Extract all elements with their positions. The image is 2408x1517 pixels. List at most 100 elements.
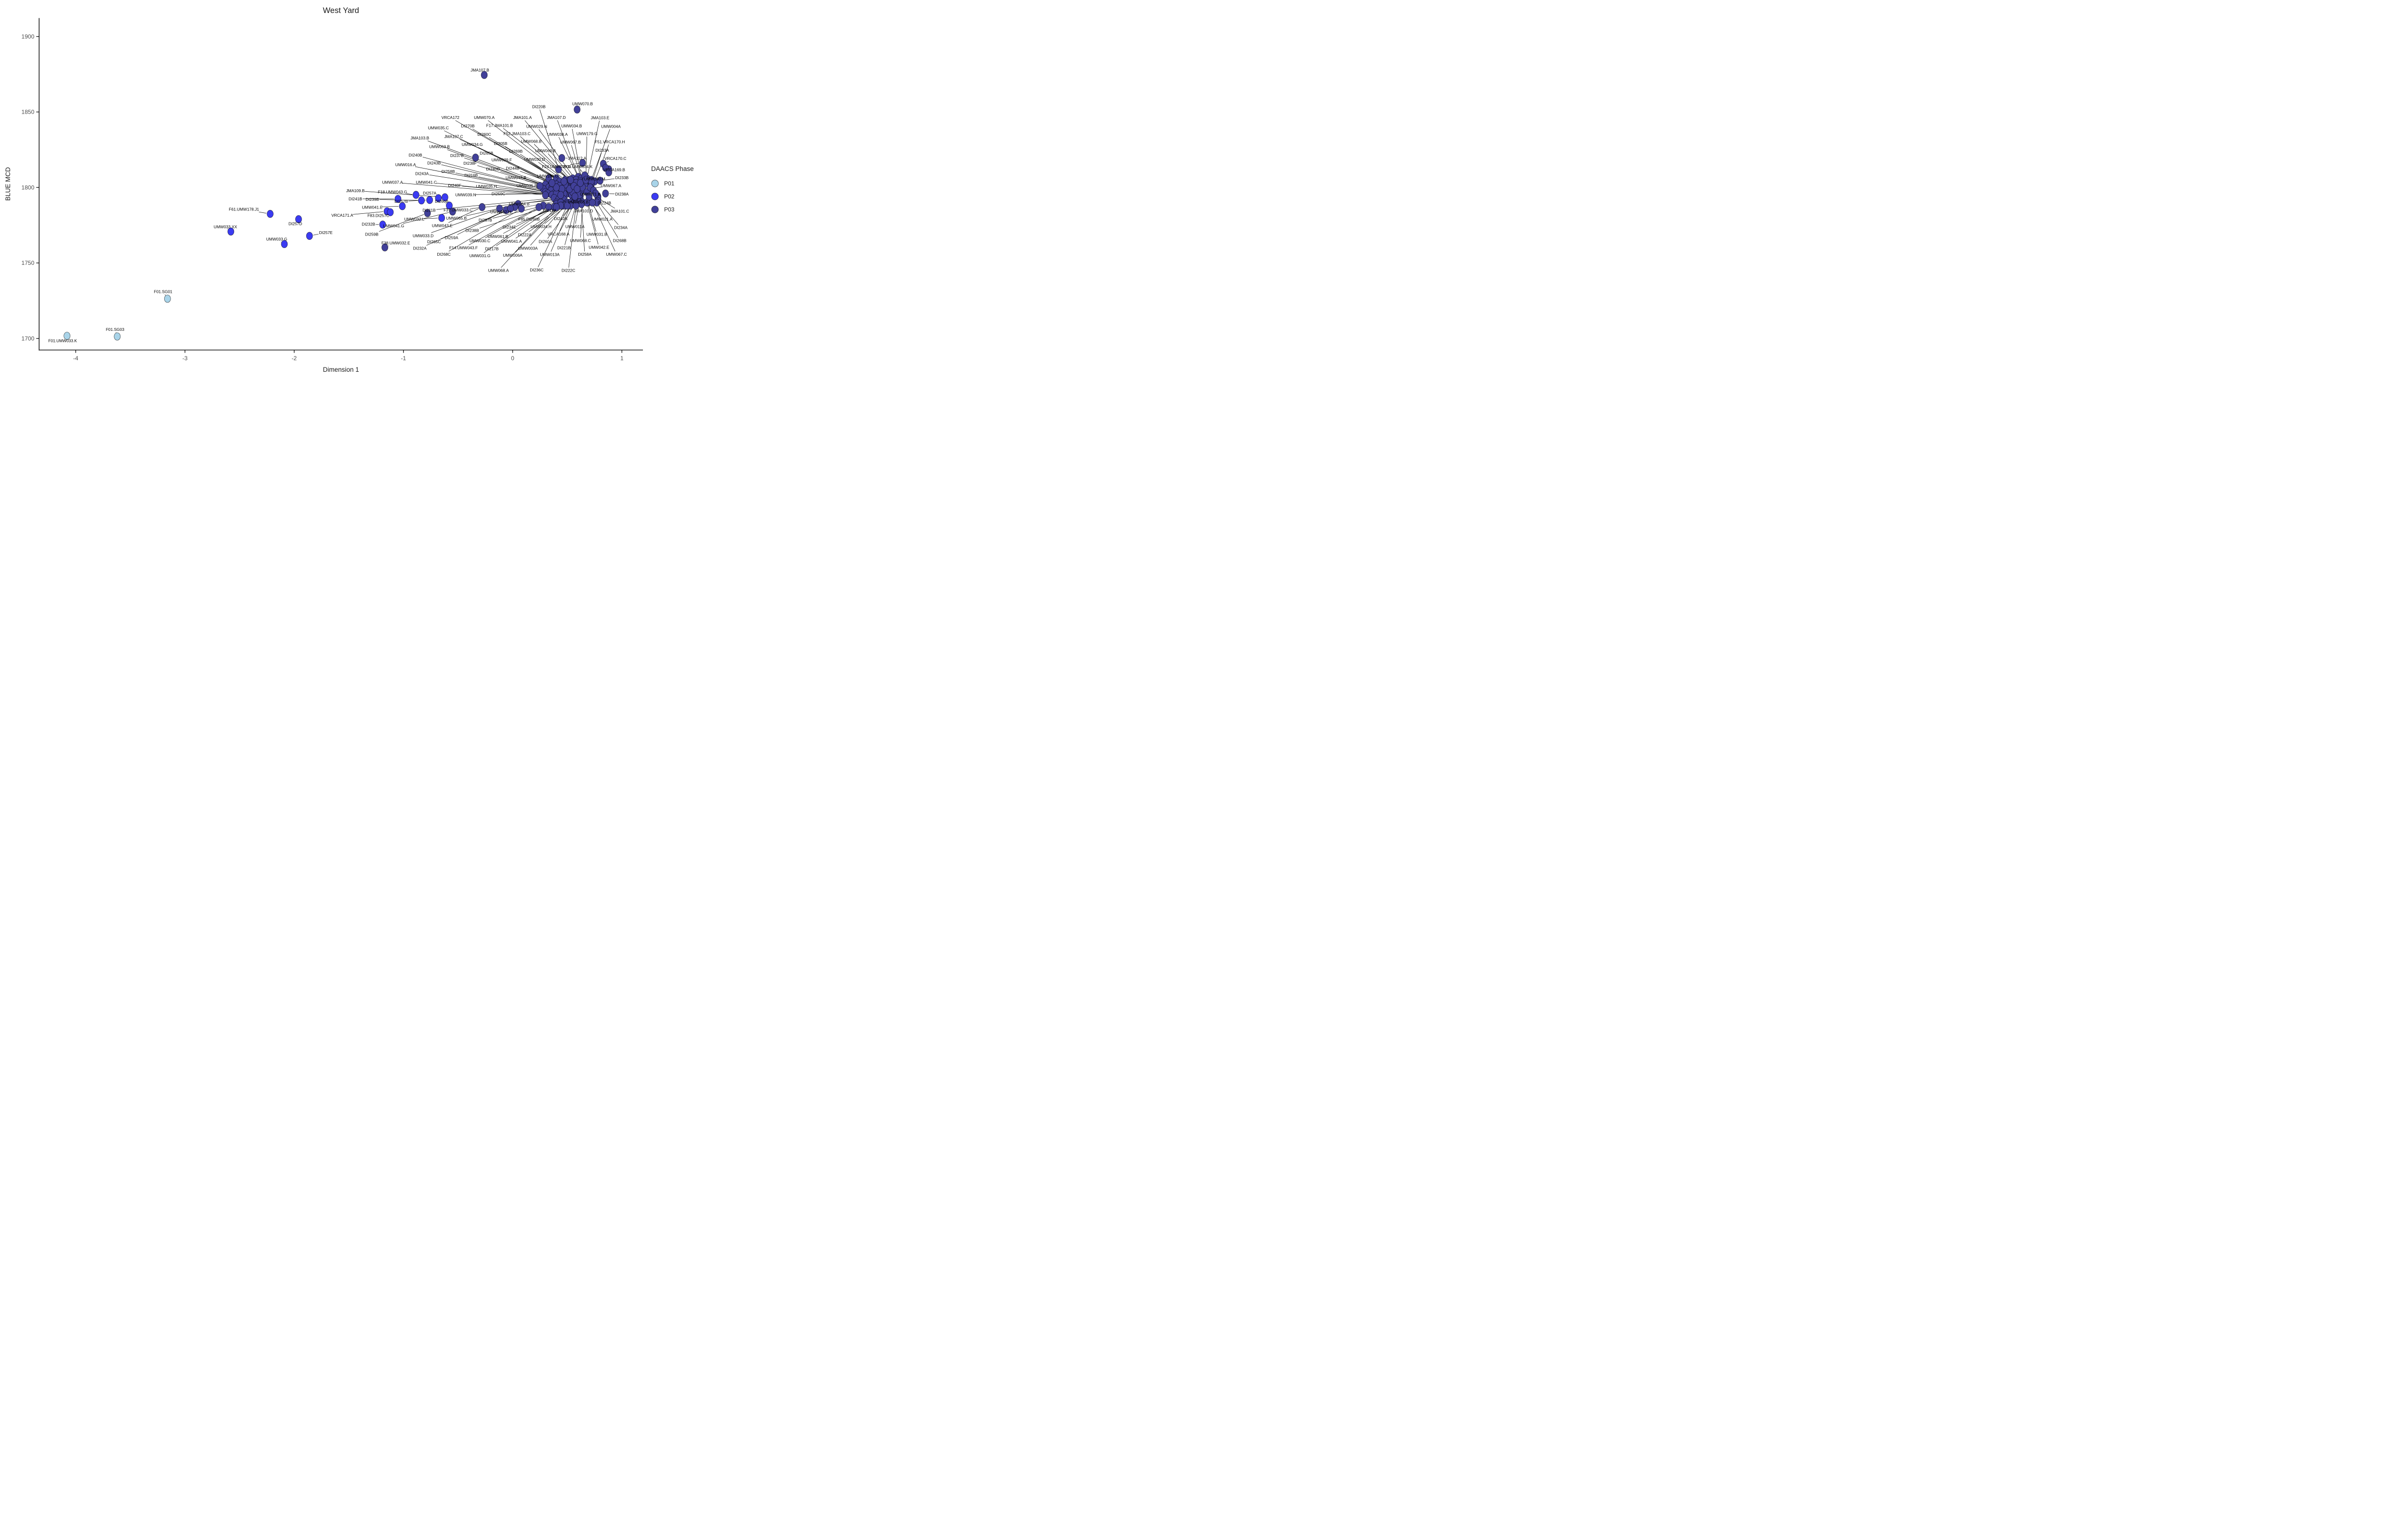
data-point <box>267 209 274 218</box>
x-tick-label: 0 <box>511 355 514 362</box>
data-point <box>379 221 386 229</box>
point-label: UMW004A <box>601 124 621 129</box>
y-tick-label: 1900 <box>22 33 35 40</box>
point-label: UMW035.B <box>517 183 537 188</box>
data-point <box>424 209 431 217</box>
leader-line <box>598 206 618 238</box>
leader-line <box>520 136 570 181</box>
data-point <box>426 196 433 204</box>
point-label: DI239B <box>366 197 379 202</box>
y-tick-label: 1700 <box>22 335 35 342</box>
point-labels: F01.UMW033.K F01.SG03 F01.SG01 F61.UMW178.J… <box>48 67 629 343</box>
leader-line <box>588 120 600 175</box>
point-label: DI237B <box>450 153 464 158</box>
point-label: UMW034.B <box>562 124 582 129</box>
chart-title: West Yard <box>323 6 359 15</box>
point-label: UMW179.G <box>576 131 598 136</box>
leader-line <box>524 120 571 176</box>
point-label: UMW030.D <box>524 157 545 162</box>
data-point <box>441 193 448 201</box>
leader-line <box>353 211 383 215</box>
data-point <box>446 201 453 210</box>
leader-line <box>402 183 542 195</box>
point-label: DI232B <box>362 222 375 227</box>
leader-line <box>603 178 615 181</box>
leader-line <box>469 209 536 245</box>
point-label: UMW063.B <box>429 144 450 149</box>
point-label: DI217B <box>485 247 498 251</box>
point-label: UMW041.A <box>501 239 522 244</box>
point-label: UMW067.B <box>560 140 581 144</box>
point-label: UMW042.E <box>589 245 609 249</box>
point-label: JMA107.D <box>547 115 566 120</box>
data-point <box>412 191 419 199</box>
leader-line <box>560 206 574 232</box>
point-label: UMW068.B <box>521 139 542 144</box>
leader-line <box>600 204 619 225</box>
point-label: UMW021.A <box>592 217 613 222</box>
leader-line <box>381 206 399 208</box>
leader-line <box>592 153 602 181</box>
point-label: UMW029.N <box>526 124 547 129</box>
point-label: DI242A <box>554 216 567 221</box>
data-point <box>418 196 425 205</box>
point-label: UMW029.F <box>492 157 512 162</box>
data-point <box>553 183 560 192</box>
point-label: F18.UMW043.G <box>378 190 407 195</box>
point-label: UMW061.B <box>487 234 508 239</box>
legend-swatch-p02 <box>651 193 659 200</box>
data-point <box>602 189 609 197</box>
point-label: UMW033.G <box>266 236 288 241</box>
data-point <box>561 177 568 185</box>
leader-line <box>534 144 572 182</box>
point-label: DI259C <box>492 192 505 196</box>
point-label: JMA112.A <box>568 156 586 160</box>
point-label: F03.UMW034.K <box>564 164 593 169</box>
leader-line <box>528 206 564 232</box>
point-label: DI243A <box>415 171 429 176</box>
point-label: VRCA170.C <box>604 156 627 161</box>
point-label: UMW034.G <box>462 142 483 147</box>
point-label: F01.SG01 <box>154 289 173 294</box>
point-label: DI244B <box>506 166 520 171</box>
point-label: UMW070.B <box>572 102 593 106</box>
point-label: UMW041.C <box>416 180 437 184</box>
point-label: DI222A <box>518 233 531 237</box>
leader-line <box>259 211 267 214</box>
point-label: F52.JMA103.C <box>504 131 531 136</box>
point-label: DI205B <box>494 141 508 146</box>
point-label: DI270B <box>461 124 475 129</box>
data-point <box>438 214 445 222</box>
point-label: UMW041.E <box>362 205 383 209</box>
point-label: UMW003A <box>518 246 538 250</box>
leader-line <box>581 208 585 252</box>
point-label: UMW035.H <box>476 184 497 189</box>
point-label: UMW069.B <box>535 148 556 153</box>
legend-items: P01 P02 P03 <box>651 180 675 213</box>
point-label: VRCA171.A <box>331 213 353 218</box>
point-label: UMW016.A <box>395 162 416 167</box>
point-label: JMA107.B <box>471 67 489 72</box>
data-point <box>564 201 571 210</box>
data-point <box>555 165 562 173</box>
point-label: DI257E <box>319 230 333 235</box>
data-point <box>586 192 593 201</box>
point-label: F14.UMW043.F <box>449 246 478 250</box>
leader-line <box>515 208 559 253</box>
point-label: DI240D <box>486 167 499 171</box>
point-label: JMA107.C <box>444 134 463 139</box>
leader-line <box>485 207 540 238</box>
point-label: DI257B <box>394 199 408 204</box>
leader-line <box>448 209 479 223</box>
leader-line <box>429 174 544 193</box>
leader-line <box>448 210 518 252</box>
data-point <box>64 332 71 340</box>
leader-line <box>427 141 542 183</box>
point-label: UMW067.C <box>606 252 627 257</box>
data-point <box>573 201 579 210</box>
data-point <box>381 243 389 251</box>
point-label: DI238F <box>463 161 476 166</box>
point-label: UMW033.D <box>413 233 433 238</box>
data-point <box>394 195 402 203</box>
data-point <box>577 179 584 187</box>
